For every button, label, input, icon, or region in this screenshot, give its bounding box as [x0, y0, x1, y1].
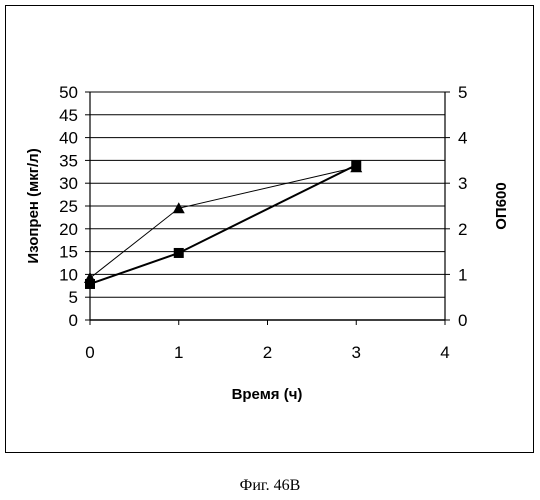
data-point-square [174, 248, 184, 258]
figure-caption: Фиг. 46B [0, 477, 540, 495]
y-tick-label: 5 [69, 288, 78, 307]
y2-tick-label: 0 [458, 311, 467, 330]
y2-tick-label: 2 [458, 220, 467, 239]
x-tick-label: 3 [352, 343, 361, 362]
x-tick-label: 2 [263, 343, 272, 362]
y-tick-label: 20 [59, 220, 78, 239]
y2-axis-label: ОП600 [493, 182, 510, 229]
y-axis-label: Изопрен (мкг/л) [25, 148, 42, 263]
y-tick-label: 45 [59, 106, 78, 125]
y-tick-label: 0 [69, 311, 78, 330]
x-axis-label: Время (ч) [232, 386, 303, 403]
x-tick-label: 1 [174, 343, 183, 362]
y-tick-label: 10 [59, 265, 78, 284]
x-tick-label: 0 [85, 343, 94, 362]
y-tick-label: 35 [59, 151, 78, 170]
y-tick-label: 30 [59, 174, 78, 193]
grid-lines [90, 92, 445, 320]
y-tick-label: 40 [59, 129, 78, 148]
y2-tick-label: 3 [458, 174, 467, 193]
y-tick-label: 25 [59, 197, 78, 216]
y-tick-label: 50 [59, 83, 78, 102]
y2-tick-label: 1 [458, 265, 467, 284]
y2-tick-label: 4 [458, 129, 467, 148]
y-tick-label: 15 [59, 243, 78, 262]
chart: 0510152025303540455001234501234 Изопрен … [0, 0, 540, 460]
y2-tick-label: 5 [458, 83, 467, 102]
data-point-triangle [84, 272, 96, 283]
x-tick-label: 4 [440, 343, 449, 362]
series-layer [84, 160, 362, 289]
